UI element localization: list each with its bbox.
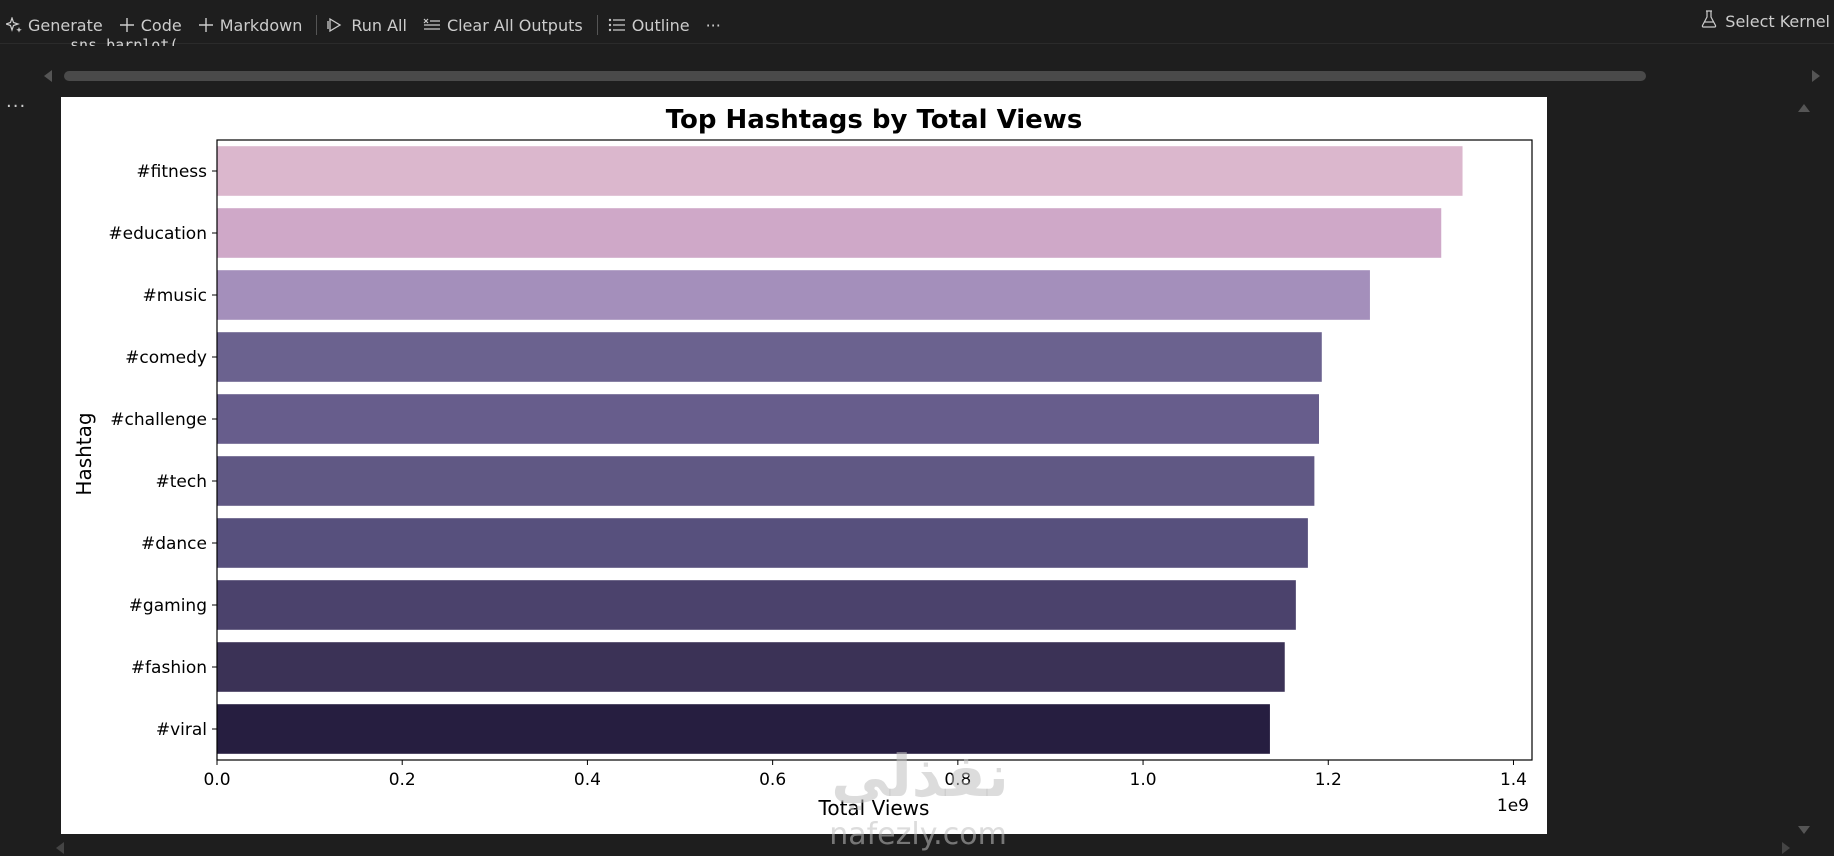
list-icon <box>608 17 626 33</box>
bar-chart: Top Hashtags by Total Views Hashtag Tota… <box>72 105 1533 820</box>
x-tick-label: 0.2 <box>389 770 416 790</box>
clear-outputs-icon <box>423 17 441 33</box>
bar-fitness <box>217 146 1463 196</box>
more-actions-button[interactable]: ··· <box>700 10 727 40</box>
bar-comedy <box>217 332 1322 382</box>
bar-gaming <box>217 580 1296 630</box>
sparkle-icon <box>6 17 22 33</box>
y-tick-label: #fitness <box>136 162 207 182</box>
toolbar-divider <box>316 15 318 35</box>
markdown-label: Markdown <box>219 15 303 35</box>
y-tick-label: #tech <box>156 472 208 492</box>
clear-outputs-label: Clear All Outputs <box>446 15 583 35</box>
bar-fashion <box>217 642 1285 692</box>
add-code-cell-button[interactable]: Code <box>113 10 188 40</box>
y-axis-label: Hashtag <box>72 412 96 495</box>
toolbar-divider-line <box>0 43 1834 44</box>
generate-button[interactable]: Generate <box>0 10 109 40</box>
scroll-left-arrow[interactable] <box>44 70 52 82</box>
cell-output: Top Hashtags by Total Views Hashtag Tota… <box>61 97 1547 834</box>
x-tick-label: 1.0 <box>1130 770 1157 790</box>
x-axis-label: Total Views <box>818 796 930 820</box>
bar-viral <box>217 704 1270 754</box>
y-tick-label: #music <box>142 286 207 306</box>
chart-title: Top Hashtags by Total Views <box>666 105 1083 135</box>
x-tick-label: 0.6 <box>759 770 786 790</box>
notebook-toolbar: Generate Code Markdown Run All Clear All… <box>0 6 1834 44</box>
horizontal-scrollbar-thumb[interactable] <box>64 71 1646 81</box>
x-tick-label: 1.4 <box>1500 770 1527 790</box>
breadcrumb <box>0 0 1834 6</box>
bar-education <box>217 208 1442 258</box>
kernel-label: Select Kernel <box>1725 11 1830 31</box>
y-tick-label: #fashion <box>131 658 207 678</box>
x-tick-label: 0.4 <box>574 770 601 790</box>
y-tick-label: #dance <box>141 534 207 554</box>
scroll-right-arrow[interactable] <box>1782 842 1790 854</box>
scroll-down-arrow[interactable] <box>1798 826 1810 834</box>
x-axis-offset-label: 1e9 <box>1497 796 1529 816</box>
bar-tech <box>217 456 1315 506</box>
more-icon: ··· <box>705 15 721 35</box>
select-kernel-button[interactable]: Select Kernel <box>1701 6 1830 36</box>
run-all-icon <box>327 17 345 33</box>
y-tick-label: #education <box>108 224 207 244</box>
toolbar-divider <box>596 15 598 35</box>
scroll-up-arrow[interactable] <box>1798 104 1810 112</box>
output-more-button[interactable]: ··· <box>6 96 27 117</box>
x-tick-label: 0.0 <box>203 770 230 790</box>
plus-icon <box>119 17 135 33</box>
x-tick-label: 0.8 <box>944 770 971 790</box>
plus-icon <box>198 17 214 33</box>
x-tick-label: 1.2 <box>1315 770 1342 790</box>
scroll-left-arrow[interactable] <box>56 842 64 854</box>
add-markdown-cell-button[interactable]: Markdown <box>192 10 309 40</box>
run-all-label: Run All <box>351 15 407 35</box>
y-tick-label: #viral <box>156 720 207 740</box>
code-cell-line[interactable]: sns.barplot( <box>70 36 179 46</box>
outline-label: Outline <box>631 15 690 35</box>
bar-dance <box>217 518 1308 568</box>
y-tick-label: #comedy <box>125 348 207 368</box>
clear-all-outputs-button[interactable]: Clear All Outputs <box>417 10 589 40</box>
y-tick-label: #challenge <box>110 410 207 430</box>
flask-icon <box>1701 10 1717 32</box>
horizontal-scrollbar[interactable] <box>60 70 1650 82</box>
bar-music <box>217 270 1370 320</box>
bar-challenge <box>217 394 1320 444</box>
generate-label: Generate <box>28 15 103 35</box>
plot-frame <box>216 139 1533 761</box>
y-tick-label: #gaming <box>129 596 207 616</box>
outline-button[interactable]: Outline <box>602 10 696 40</box>
scroll-right-arrow[interactable] <box>1812 70 1820 82</box>
code-label: Code <box>140 15 182 35</box>
run-all-button[interactable]: Run All <box>321 10 413 40</box>
